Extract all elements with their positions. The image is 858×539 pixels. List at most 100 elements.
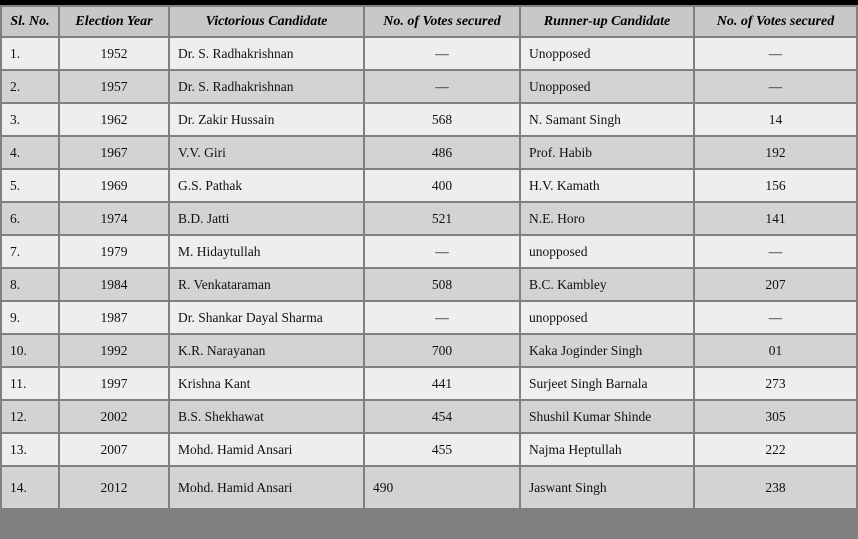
- cell-runner-up-votes: 207: [695, 269, 856, 300]
- cell-winner-votes: 455: [365, 434, 519, 465]
- table-row: 9. 1987 Dr. Shankar Dayal Sharma — unopposed…: [2, 302, 856, 333]
- cell-election-year: 1962: [60, 104, 168, 135]
- cell-sl-no: 12.: [2, 401, 58, 432]
- cell-winner-votes: 400: [365, 170, 519, 201]
- cell-election-year: 2007: [60, 434, 168, 465]
- cell-runner-up-candidate: H.V. Kamath: [521, 170, 693, 201]
- cell-election-year: 1974: [60, 203, 168, 234]
- cell-winner-votes: 508: [365, 269, 519, 300]
- cell-runner-up-votes: 238: [695, 467, 856, 508]
- cell-sl-no: 13.: [2, 434, 58, 465]
- cell-runner-up-votes: —: [695, 38, 856, 69]
- cell-sl-no: 5.: [2, 170, 58, 201]
- cell-victorious-candidate: M. Hidaytullah: [170, 236, 363, 267]
- cell-sl-no: 1.: [2, 38, 58, 69]
- cell-runner-up-votes: 01: [695, 335, 856, 366]
- vice-president-elections-table: Sl. No. Election Year Victorious Candida…: [0, 5, 858, 510]
- cell-victorious-candidate: K.R. Narayanan: [170, 335, 363, 366]
- cell-victorious-candidate: Dr. Zakir Hussain: [170, 104, 363, 135]
- cell-winner-votes: 441: [365, 368, 519, 399]
- cell-runner-up-votes: 192: [695, 137, 856, 168]
- cell-election-year: 1987: [60, 302, 168, 333]
- cell-runner-up-candidate: Jaswant Singh: [521, 467, 693, 508]
- table-row: 11. 1997 Krishna Kant 441 Surjeet Singh Barn…: [2, 368, 856, 399]
- cell-winner-votes: 700: [365, 335, 519, 366]
- cell-runner-up-candidate: Prof. Habib: [521, 137, 693, 168]
- cell-runner-up-votes: 14: [695, 104, 856, 135]
- cell-victorious-candidate: Mohd. Hamid Ansari: [170, 467, 363, 508]
- cell-runner-up-votes: 156: [695, 170, 856, 201]
- cell-winner-votes: 486: [365, 137, 519, 168]
- cell-victorious-candidate: R. Venkataraman: [170, 269, 363, 300]
- table-row: 1. 1952 Dr. S. Radhakrishnan — Unopposed —: [2, 38, 856, 69]
- table-row: 7. 1979 M. Hidaytullah — unopposed —: [2, 236, 856, 267]
- cell-sl-no: 8.: [2, 269, 58, 300]
- cell-runner-up-candidate: Unopposed: [521, 71, 693, 102]
- table-header-row: Sl. No. Election Year Victorious Candida…: [2, 7, 856, 36]
- cell-sl-no: 3.: [2, 104, 58, 135]
- cell-sl-no: 6.: [2, 203, 58, 234]
- cell-sl-no: 4.: [2, 137, 58, 168]
- cell-winner-votes: —: [365, 71, 519, 102]
- cell-winner-votes: 568: [365, 104, 519, 135]
- cell-election-year: 1992: [60, 335, 168, 366]
- cell-winner-votes: 454: [365, 401, 519, 432]
- column-header-runner-up-candidate: Runner-up Candidate: [521, 7, 693, 36]
- table-row: 5. 1969 G.S. Pathak 400 H.V. Kamath 156: [2, 170, 856, 201]
- table-row: 3. 1962 Dr. Zakir Hussain 568 N. Samant Sing…: [2, 104, 856, 135]
- cell-runner-up-votes: 222: [695, 434, 856, 465]
- cell-victorious-candidate: Dr. Shankar Dayal Sharma: [170, 302, 363, 333]
- table-row: 8. 1984 R. Venkataraman 508 B.C. Kambley 207: [2, 269, 856, 300]
- cell-runner-up-votes: 305: [695, 401, 856, 432]
- cell-victorious-candidate: Dr. S. Radhakrishnan: [170, 71, 363, 102]
- cell-election-year: 2012: [60, 467, 168, 508]
- cell-runner-up-candidate: Unopposed: [521, 38, 693, 69]
- cell-runner-up-votes: —: [695, 236, 856, 267]
- cell-victorious-candidate: G.S. Pathak: [170, 170, 363, 201]
- column-header-victorious-candidate: Victorious Candidate: [170, 7, 363, 36]
- cell-sl-no: 14.: [2, 467, 58, 508]
- table-row: 12. 2002 B.S. Shekhawat 454 Shushil Kumar Sh…: [2, 401, 856, 432]
- table-row: 10. 1992 K.R. Narayanan 700 Kaka Joginder Si…: [2, 335, 856, 366]
- cell-runner-up-votes: 273: [695, 368, 856, 399]
- table-row: 4. 1967 V.V. Giri 486 Prof. Habib 192: [2, 137, 856, 168]
- cell-victorious-candidate: B.S. Shekhawat: [170, 401, 363, 432]
- cell-election-year: 1984: [60, 269, 168, 300]
- cell-election-year: 1997: [60, 368, 168, 399]
- table-row: 14. 2012 Mohd. Hamid Ansari 490 Jaswant Sing…: [2, 467, 856, 508]
- cell-winner-votes: 521: [365, 203, 519, 234]
- cell-victorious-candidate: Mohd. Hamid Ansari: [170, 434, 363, 465]
- cell-runner-up-candidate: N.E. Horo: [521, 203, 693, 234]
- table-row: 2. 1957 Dr. S. Radhakrishnan — Unopposed —: [2, 71, 856, 102]
- cell-election-year: 2002: [60, 401, 168, 432]
- cell-runner-up-votes: 141: [695, 203, 856, 234]
- column-header-winner-votes: No. of Votes secured: [365, 7, 519, 36]
- cell-election-year: 1957: [60, 71, 168, 102]
- cell-winner-votes: 490: [365, 467, 519, 508]
- cell-winner-votes: —: [365, 236, 519, 267]
- cell-winner-votes: —: [365, 38, 519, 69]
- cell-runner-up-votes: —: [695, 71, 856, 102]
- cell-runner-up-votes: —: [695, 302, 856, 333]
- column-header-election-year: Election Year: [60, 7, 168, 36]
- cell-runner-up-candidate: unopposed: [521, 302, 693, 333]
- table-row: 6. 1974 B.D. Jatti 521 N.E. Horo 141: [2, 203, 856, 234]
- cell-victorious-candidate: Krishna Kant: [170, 368, 363, 399]
- cell-sl-no: 9.: [2, 302, 58, 333]
- cell-election-year: 1979: [60, 236, 168, 267]
- cell-sl-no: 2.: [2, 71, 58, 102]
- cell-election-year: 1967: [60, 137, 168, 168]
- table-top-black-bar: [0, 0, 858, 5]
- cell-sl-no: 10.: [2, 335, 58, 366]
- cell-runner-up-candidate: Najma Heptullah: [521, 434, 693, 465]
- table-body: 1. 1952 Dr. S. Radhakrishnan — Unopposed —2. 1…: [2, 38, 856, 508]
- cell-runner-up-candidate: unopposed: [521, 236, 693, 267]
- cell-victorious-candidate: Dr. S. Radhakrishnan: [170, 38, 363, 69]
- cell-sl-no: 7.: [2, 236, 58, 267]
- cell-election-year: 1952: [60, 38, 168, 69]
- column-header-sl-no: Sl. No.: [2, 7, 58, 36]
- column-header-runner-up-votes: No. of Votes secured: [695, 7, 856, 36]
- cell-victorious-candidate: V.V. Giri: [170, 137, 363, 168]
- cell-winner-votes: —: [365, 302, 519, 333]
